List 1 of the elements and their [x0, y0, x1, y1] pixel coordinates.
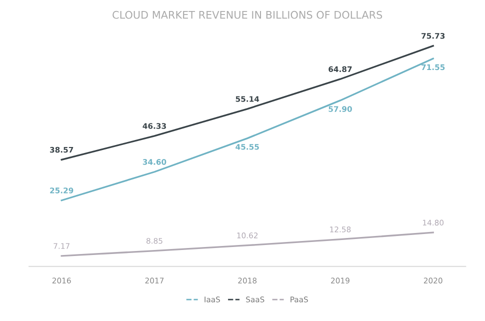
chart-title: CLOUD MARKET REVENUE IN BILLIONS OF DOLLARS — [112, 10, 382, 19]
